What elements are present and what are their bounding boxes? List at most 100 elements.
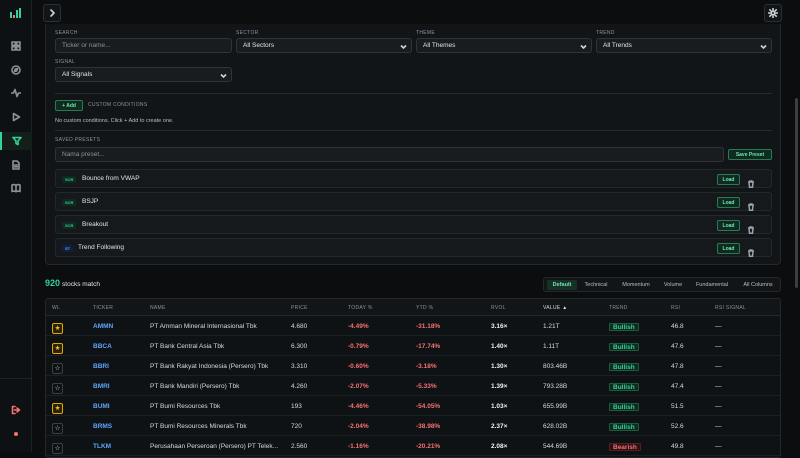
- preset-type-badge: ST: [62, 245, 74, 252]
- col-ytd[interactable]: YTD %: [416, 305, 434, 311]
- rsi-signal-cell: —: [715, 343, 722, 350]
- save-preset-button[interactable]: Save Preset: [728, 149, 772, 160]
- search-input[interactable]: Ticker or name...: [55, 38, 232, 53]
- load-preset-button[interactable]: Load: [717, 197, 740, 208]
- scrollbar[interactable]: [795, 98, 798, 288]
- table-row[interactable]: ☆ TLKM Perusahaan Perseroan (Persero) PT T…: [46, 436, 780, 456]
- nav-filter-icon[interactable]: [0, 132, 32, 150]
- rsi-cell: 49.8: [671, 443, 684, 450]
- table-row[interactable]: ★ BBCA PT Bank Central Asia Tbk 6.300 -0.79%…: [46, 336, 780, 356]
- preset-type-badge: SCR: [62, 199, 77, 206]
- table-row[interactable]: ☆ BBRI PT Bank Rakyat Indonesia (Persero) …: [46, 356, 780, 376]
- preset-name-input[interactable]: Nama preset...: [55, 147, 724, 162]
- today-change-cell: -0.79%: [348, 343, 369, 350]
- ytd-change-cell: -5.33%: [416, 383, 437, 390]
- expand-sidebar-button[interactable]: [43, 4, 61, 22]
- nav-document-icon[interactable]: [0, 156, 32, 174]
- signal-select[interactable]: All Signals: [55, 67, 232, 82]
- watchlist-star-icon[interactable]: ★: [52, 403, 63, 414]
- theme-select-value: All Themes: [423, 42, 456, 49]
- ticker-link[interactable]: BMRI: [93, 383, 110, 390]
- watchlist-star-icon[interactable]: ☆: [52, 443, 63, 454]
- col-value[interactable]: VALUE ▲: [543, 305, 568, 311]
- preset-name: BSJP: [82, 198, 99, 205]
- load-preset-button[interactable]: Load: [717, 220, 740, 231]
- table-row[interactable]: ☆ BMRI PT Bank Mandiri (Persero) Tbk 4.260 -…: [46, 376, 780, 396]
- ticker-link[interactable]: TLKM: [93, 443, 112, 450]
- value-cell: 655.99B: [543, 403, 568, 410]
- watchlist-star-icon[interactable]: ★: [52, 323, 63, 334]
- trash-icon[interactable]: [747, 198, 755, 212]
- tab-all-columns[interactable]: All Columns: [743, 282, 773, 288]
- add-condition-button[interactable]: + Add: [55, 100, 83, 111]
- watchlist-star-icon[interactable]: ☆: [52, 383, 63, 394]
- price-cell: 4.680: [291, 323, 308, 330]
- col-ticker[interactable]: TICKER: [93, 305, 114, 311]
- load-preset-button[interactable]: Load: [717, 243, 740, 254]
- col-price[interactable]: PRICE: [291, 305, 308, 311]
- trash-icon[interactable]: [747, 175, 755, 189]
- rsi-signal-cell: —: [715, 363, 722, 370]
- col-rsi-signal[interactable]: RSI SIGNAL: [715, 305, 747, 311]
- col-trend[interactable]: TREND: [609, 305, 628, 311]
- watchlist-star-icon[interactable]: ☆: [52, 363, 63, 374]
- rvol-cell: 2.08×: [491, 443, 508, 450]
- col-rsi[interactable]: RSI: [671, 305, 681, 311]
- table-row[interactable]: ★ AMMN PT Amman Mineral Internasional Tbk 4…: [46, 316, 780, 336]
- col-rvol[interactable]: RVOL: [491, 305, 506, 311]
- chevron-down-icon: [580, 42, 587, 50]
- signal-select-value: All Signals: [62, 71, 93, 78]
- watchlist-star-icon[interactable]: ★: [52, 343, 63, 354]
- preset-row: SCR Bounce from VWAP Load: [55, 169, 772, 189]
- tab-technical[interactable]: Technical: [584, 282, 608, 288]
- company-name: PT Amman Mineral Internasional Tbk: [150, 323, 257, 330]
- table-row[interactable]: ★ BUMI PT Bumi Resources Tbk 193 -4.46% -54.0…: [46, 396, 780, 416]
- load-preset-button[interactable]: Load: [717, 174, 740, 185]
- nav-compass-icon[interactable]: [0, 61, 32, 79]
- app-logo[interactable]: [10, 8, 22, 18]
- trend-badge: Bullish: [609, 403, 639, 411]
- tab-volume[interactable]: Volume: [663, 282, 683, 288]
- ticker-link[interactable]: BBRI: [93, 363, 109, 370]
- preset-row: SCR BSJP Load: [55, 192, 772, 212]
- rsi-signal-cell: —: [715, 323, 722, 330]
- trend-badge: Bullish: [609, 423, 639, 431]
- col-name[interactable]: NAME: [150, 305, 166, 311]
- trash-icon[interactable]: [747, 221, 755, 235]
- search-label: SEARCH: [55, 30, 78, 36]
- tab-default[interactable]: Default: [547, 280, 577, 290]
- table-row[interactable]: ☆ BRMS PT Bumi Resources Minerals Tbk 720 -2…: [46, 416, 780, 436]
- price-cell: 6.300: [291, 343, 308, 350]
- col-today[interactable]: TODAY %: [348, 305, 373, 311]
- custom-conditions-title: CUSTOM CONDITIONS: [88, 102, 148, 108]
- ticker-link[interactable]: AMMN: [93, 323, 114, 330]
- sector-label: SECTOR: [236, 30, 259, 36]
- value-cell: 803.46B: [543, 363, 568, 370]
- sector-select[interactable]: All Sectors: [236, 38, 412, 53]
- divider: [55, 93, 772, 94]
- trend-badge: Bullish: [609, 323, 639, 331]
- tab-momentum[interactable]: Momentum: [622, 282, 650, 288]
- table-header: WL TICKER NAME PRICE TODAY % YTD % RVOL …: [46, 299, 780, 316]
- nav-book-icon[interactable]: [0, 179, 32, 197]
- today-change-cell: -0.60%: [348, 363, 369, 370]
- rsi-cell: 46.8: [671, 323, 684, 330]
- rvol-cell: 1.39×: [491, 383, 508, 390]
- ticker-link[interactable]: BRMS: [93, 423, 113, 430]
- status-dot: [14, 432, 18, 436]
- nav-play-icon[interactable]: [0, 108, 32, 126]
- theme-select[interactable]: All Themes: [416, 38, 592, 53]
- tab-fundamental[interactable]: Fundamental: [695, 282, 729, 288]
- trend-select[interactable]: All Trends: [596, 38, 772, 53]
- logout-icon[interactable]: [0, 401, 32, 419]
- nav-dashboard-icon[interactable]: [0, 37, 32, 55]
- theme-toggle-button[interactable]: [764, 4, 782, 22]
- watchlist-star-icon[interactable]: ☆: [52, 423, 63, 434]
- nav-activity-icon[interactable]: [0, 84, 32, 102]
- ticker-link[interactable]: BBCA: [93, 343, 112, 350]
- col-wl[interactable]: WL: [52, 305, 61, 311]
- ticker-link[interactable]: BUMI: [93, 403, 110, 410]
- rsi-cell: 47.4: [671, 383, 684, 390]
- company-name: PT Bumi Resources Tbk: [150, 403, 221, 410]
- trash-icon[interactable]: [747, 244, 755, 258]
